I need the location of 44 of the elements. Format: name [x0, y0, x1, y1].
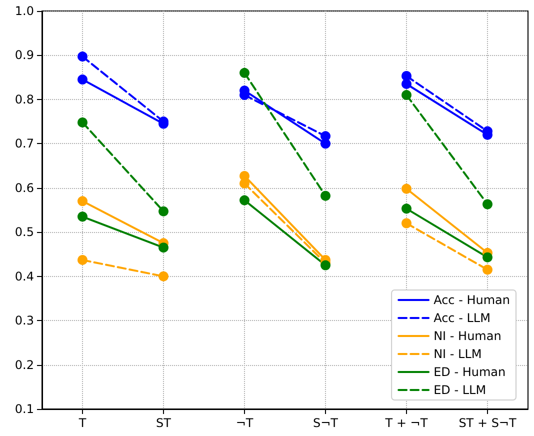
y-tick-label: 0.4 [14, 269, 34, 284]
point [240, 68, 250, 78]
legend-label: ED - LLM [434, 383, 486, 397]
x-tick-label: ¬T [236, 416, 254, 430]
x-tick-label: ST + S¬T [458, 416, 517, 430]
point [482, 199, 492, 210]
point [402, 90, 412, 100]
y-tick-label: 1.0 [14, 4, 34, 18]
point [402, 184, 412, 194]
point [402, 71, 412, 82]
point [240, 178, 250, 188]
y-tick-label: 0.2 [14, 358, 34, 372]
point [78, 196, 88, 206]
x-tick-label: T + ¬T [384, 416, 428, 430]
point [158, 242, 168, 253]
point [78, 74, 88, 85]
point [240, 195, 250, 206]
y-tick-label: 0.9 [14, 48, 34, 62]
point [482, 252, 492, 262]
point [78, 212, 88, 222]
x-tick-label: T [78, 416, 87, 430]
y-tick-label: 0.1 [14, 402, 34, 416]
y-tick-label: 0.7 [14, 136, 34, 151]
y-tick-label: 0.8 [14, 92, 34, 106]
point [158, 206, 168, 216]
legend-label: ED - Human [434, 365, 506, 379]
y-tick-label: 0.5 [14, 225, 34, 240]
legend-label: Acc - Human [434, 293, 510, 307]
point [320, 131, 330, 142]
x-tick-label: ST [156, 416, 172, 430]
point [402, 218, 412, 228]
y-tick-label: 0.6 [14, 180, 34, 195]
point [158, 271, 168, 282]
legend-label: Acc - LLM [434, 311, 490, 325]
point [402, 204, 412, 214]
point [320, 190, 330, 201]
legend-label: NI - LLM [434, 347, 482, 361]
y-tick-label: 0.3 [14, 314, 34, 328]
point [78, 117, 88, 128]
x-tick-label: S¬T [312, 416, 339, 430]
point [78, 254, 88, 265]
legend-label: NI - Human [434, 329, 502, 343]
point [78, 52, 88, 62]
point [482, 264, 492, 275]
